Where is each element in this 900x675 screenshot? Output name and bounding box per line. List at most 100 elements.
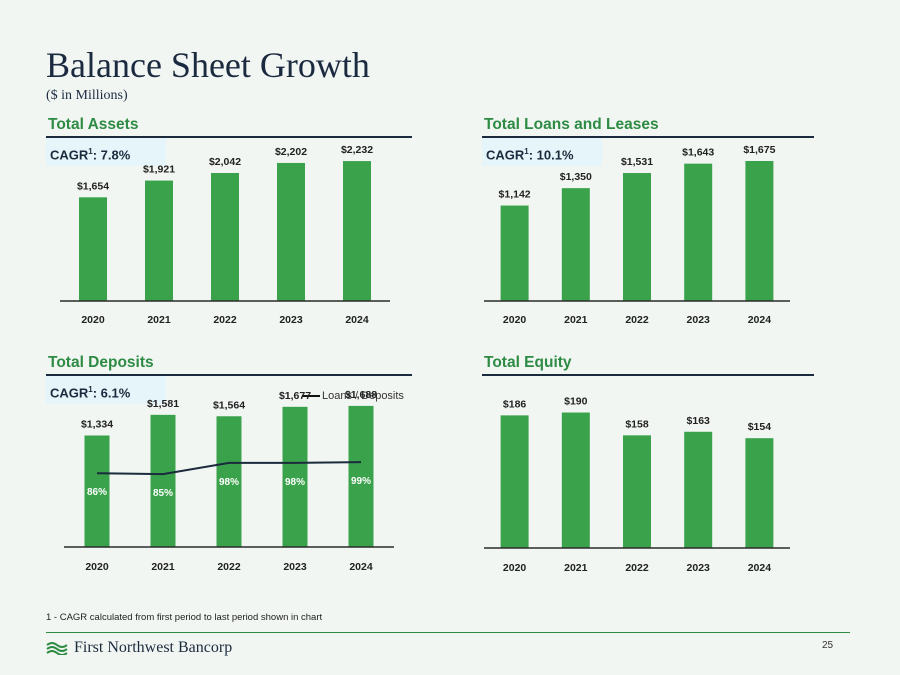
x-tick-label: 2023 — [279, 314, 303, 326]
x-tick-label: 2023 — [687, 314, 711, 326]
panel-title-deposits: Total Deposits — [48, 354, 154, 371]
page-number: 25 — [822, 640, 834, 651]
bar-value-label: $2,042 — [209, 156, 241, 168]
x-tick-label: 2021 — [151, 561, 175, 573]
bar-value-label: $190 — [564, 396, 588, 408]
legend-line-swatch — [302, 395, 320, 398]
ratio-label: 99% — [351, 476, 371, 487]
bar-2023 — [282, 406, 308, 547]
panel-title-equity: Total Equity — [484, 354, 572, 371]
x-tick-label: 2021 — [564, 314, 588, 326]
footnote: 1 - CAGR calculated from first period to… — [46, 612, 323, 623]
x-tick-label: 2021 — [147, 314, 171, 326]
page-subtitle: ($ in Millions) — [46, 88, 128, 103]
bar-2020 — [84, 435, 110, 547]
page-title: Balance Sheet Growth — [46, 45, 370, 85]
bar-2020 — [79, 197, 107, 301]
x-tick-label: 2020 — [503, 562, 527, 574]
bar-value-label: $1,334 — [81, 418, 113, 430]
x-tick-label: 2024 — [345, 314, 369, 326]
x-tick-label: 2023 — [283, 561, 307, 573]
cagr-label: CAGR — [486, 147, 525, 163]
logo-text: First Northwest Bancorp — [74, 639, 233, 656]
panel-rule-deposits — [46, 374, 412, 376]
bar-2024 — [745, 160, 774, 301]
bar-2020 — [500, 415, 529, 548]
bar-value-label: $1,581 — [147, 398, 179, 410]
bar-value-label: $1,654 — [77, 180, 109, 192]
x-tick-label: 2022 — [625, 562, 649, 574]
cagr-label: CAGR — [50, 385, 89, 401]
panel-total-loans: Total Loans and Leases CAGR1: 10.1% $1,1… — [482, 116, 854, 336]
chart-total-equity: $186 2020 $190 2021 $158 2022 $163 2023 $154 2024 — [484, 396, 790, 574]
x-tick-label: 2023 — [687, 562, 711, 574]
cagr-footnote-mark: 1 — [524, 147, 529, 156]
panel-total-equity: Total Equity $186 2020 $190 2021 $158 2022 $16… — [482, 354, 854, 584]
cagr-box-assets: CAGR1: 7.8% — [46, 138, 166, 166]
bar-value-label: $1,677 — [279, 390, 311, 402]
panel-title-assets: Total Assets — [48, 116, 139, 133]
chart-legend: Loans / Deposits — [302, 390, 404, 402]
x-tick-label: 2020 — [503, 314, 527, 326]
bar-value-label: $1,643 — [682, 147, 714, 159]
bar-2021 — [561, 412, 590, 548]
ratio-label: 86% — [87, 487, 107, 498]
ratio-label: 98% — [285, 477, 305, 488]
cagr-value: : 7.8% — [92, 147, 131, 163]
panel-rule-loans — [482, 136, 814, 138]
bar-value-label: $1,142 — [499, 189, 531, 201]
ratio-label: 98% — [219, 477, 239, 488]
x-tick-label: 2024 — [748, 562, 772, 574]
cagr-footnote-mark: 1 — [88, 147, 93, 156]
bar-2022 — [211, 172, 239, 301]
bar-2022 — [216, 416, 242, 547]
ratio-label: 85% — [153, 488, 173, 499]
footer-divider — [46, 632, 850, 633]
cagr-label: CAGR — [50, 147, 89, 163]
company-logo: First Northwest Bancorp — [46, 638, 232, 658]
bar-value-label: $1,921 — [143, 164, 175, 176]
panel-title-loans: Total Loans and Leases — [484, 116, 659, 133]
cagr-value: : 10.1% — [528, 147, 574, 163]
x-tick-label: 2022 — [217, 561, 241, 573]
bar-2022 — [623, 173, 651, 301]
x-tick-label: 2022 — [625, 314, 649, 326]
bar-value-label: $1,564 — [213, 399, 245, 411]
panel-rule-equity — [482, 374, 814, 376]
bar-value-label: $186 — [503, 398, 527, 410]
bar-2023 — [277, 162, 305, 301]
bar-value-label: $1,675 — [743, 144, 775, 156]
x-tick-label: 2024 — [748, 314, 772, 326]
chart-total-assets: $1,654 2020 $1,921 2021 $2,042 2022 $2,202 2023… — [60, 144, 390, 326]
panel-total-deposits: Total Deposits CAGR1: 6.1% Loans / Depos… — [46, 354, 418, 584]
bar-value-label: $2,202 — [275, 146, 307, 158]
bar-2024 — [343, 161, 371, 301]
x-tick-label: 2021 — [564, 562, 588, 574]
x-tick-label: 2022 — [213, 314, 237, 326]
panel-total-assets: Total Assets CAGR1: 7.8% $1,654 2020 $1,92… — [46, 116, 418, 336]
legend-label: Loans / Deposits — [322, 390, 404, 402]
bar-2021 — [150, 414, 176, 547]
bar-2023 — [684, 163, 713, 301]
bar-2023 — [684, 431, 713, 548]
bar-2020 — [500, 205, 529, 301]
cagr-box-loans: CAGR1: 10.1% — [482, 138, 602, 166]
bar-2024 — [348, 405, 374, 547]
cagr-footnote-mark: 1 — [88, 385, 93, 394]
x-tick-label: 2024 — [349, 561, 373, 573]
loans-deposits-ratio-line — [96, 461, 362, 476]
cagr-box-deposits: CAGR1: 6.1% — [46, 376, 166, 404]
bar-value-label: $2,232 — [341, 144, 373, 156]
bar-2024 — [745, 438, 774, 548]
bar-value-label: $1,688 — [345, 389, 377, 401]
bar-value-label: $154 — [748, 421, 772, 433]
panel-rule-assets — [46, 136, 412, 138]
bar-value-label: $163 — [687, 415, 711, 427]
cagr-value: : 6.1% — [92, 385, 131, 401]
x-tick-label: 2020 — [85, 561, 109, 573]
bar-value-label: $1,350 — [560, 171, 592, 183]
x-tick-label: 2020 — [81, 314, 105, 326]
bar-value-label: $158 — [625, 418, 649, 430]
bar-2021 — [145, 180, 173, 301]
bar-2022 — [623, 435, 651, 548]
